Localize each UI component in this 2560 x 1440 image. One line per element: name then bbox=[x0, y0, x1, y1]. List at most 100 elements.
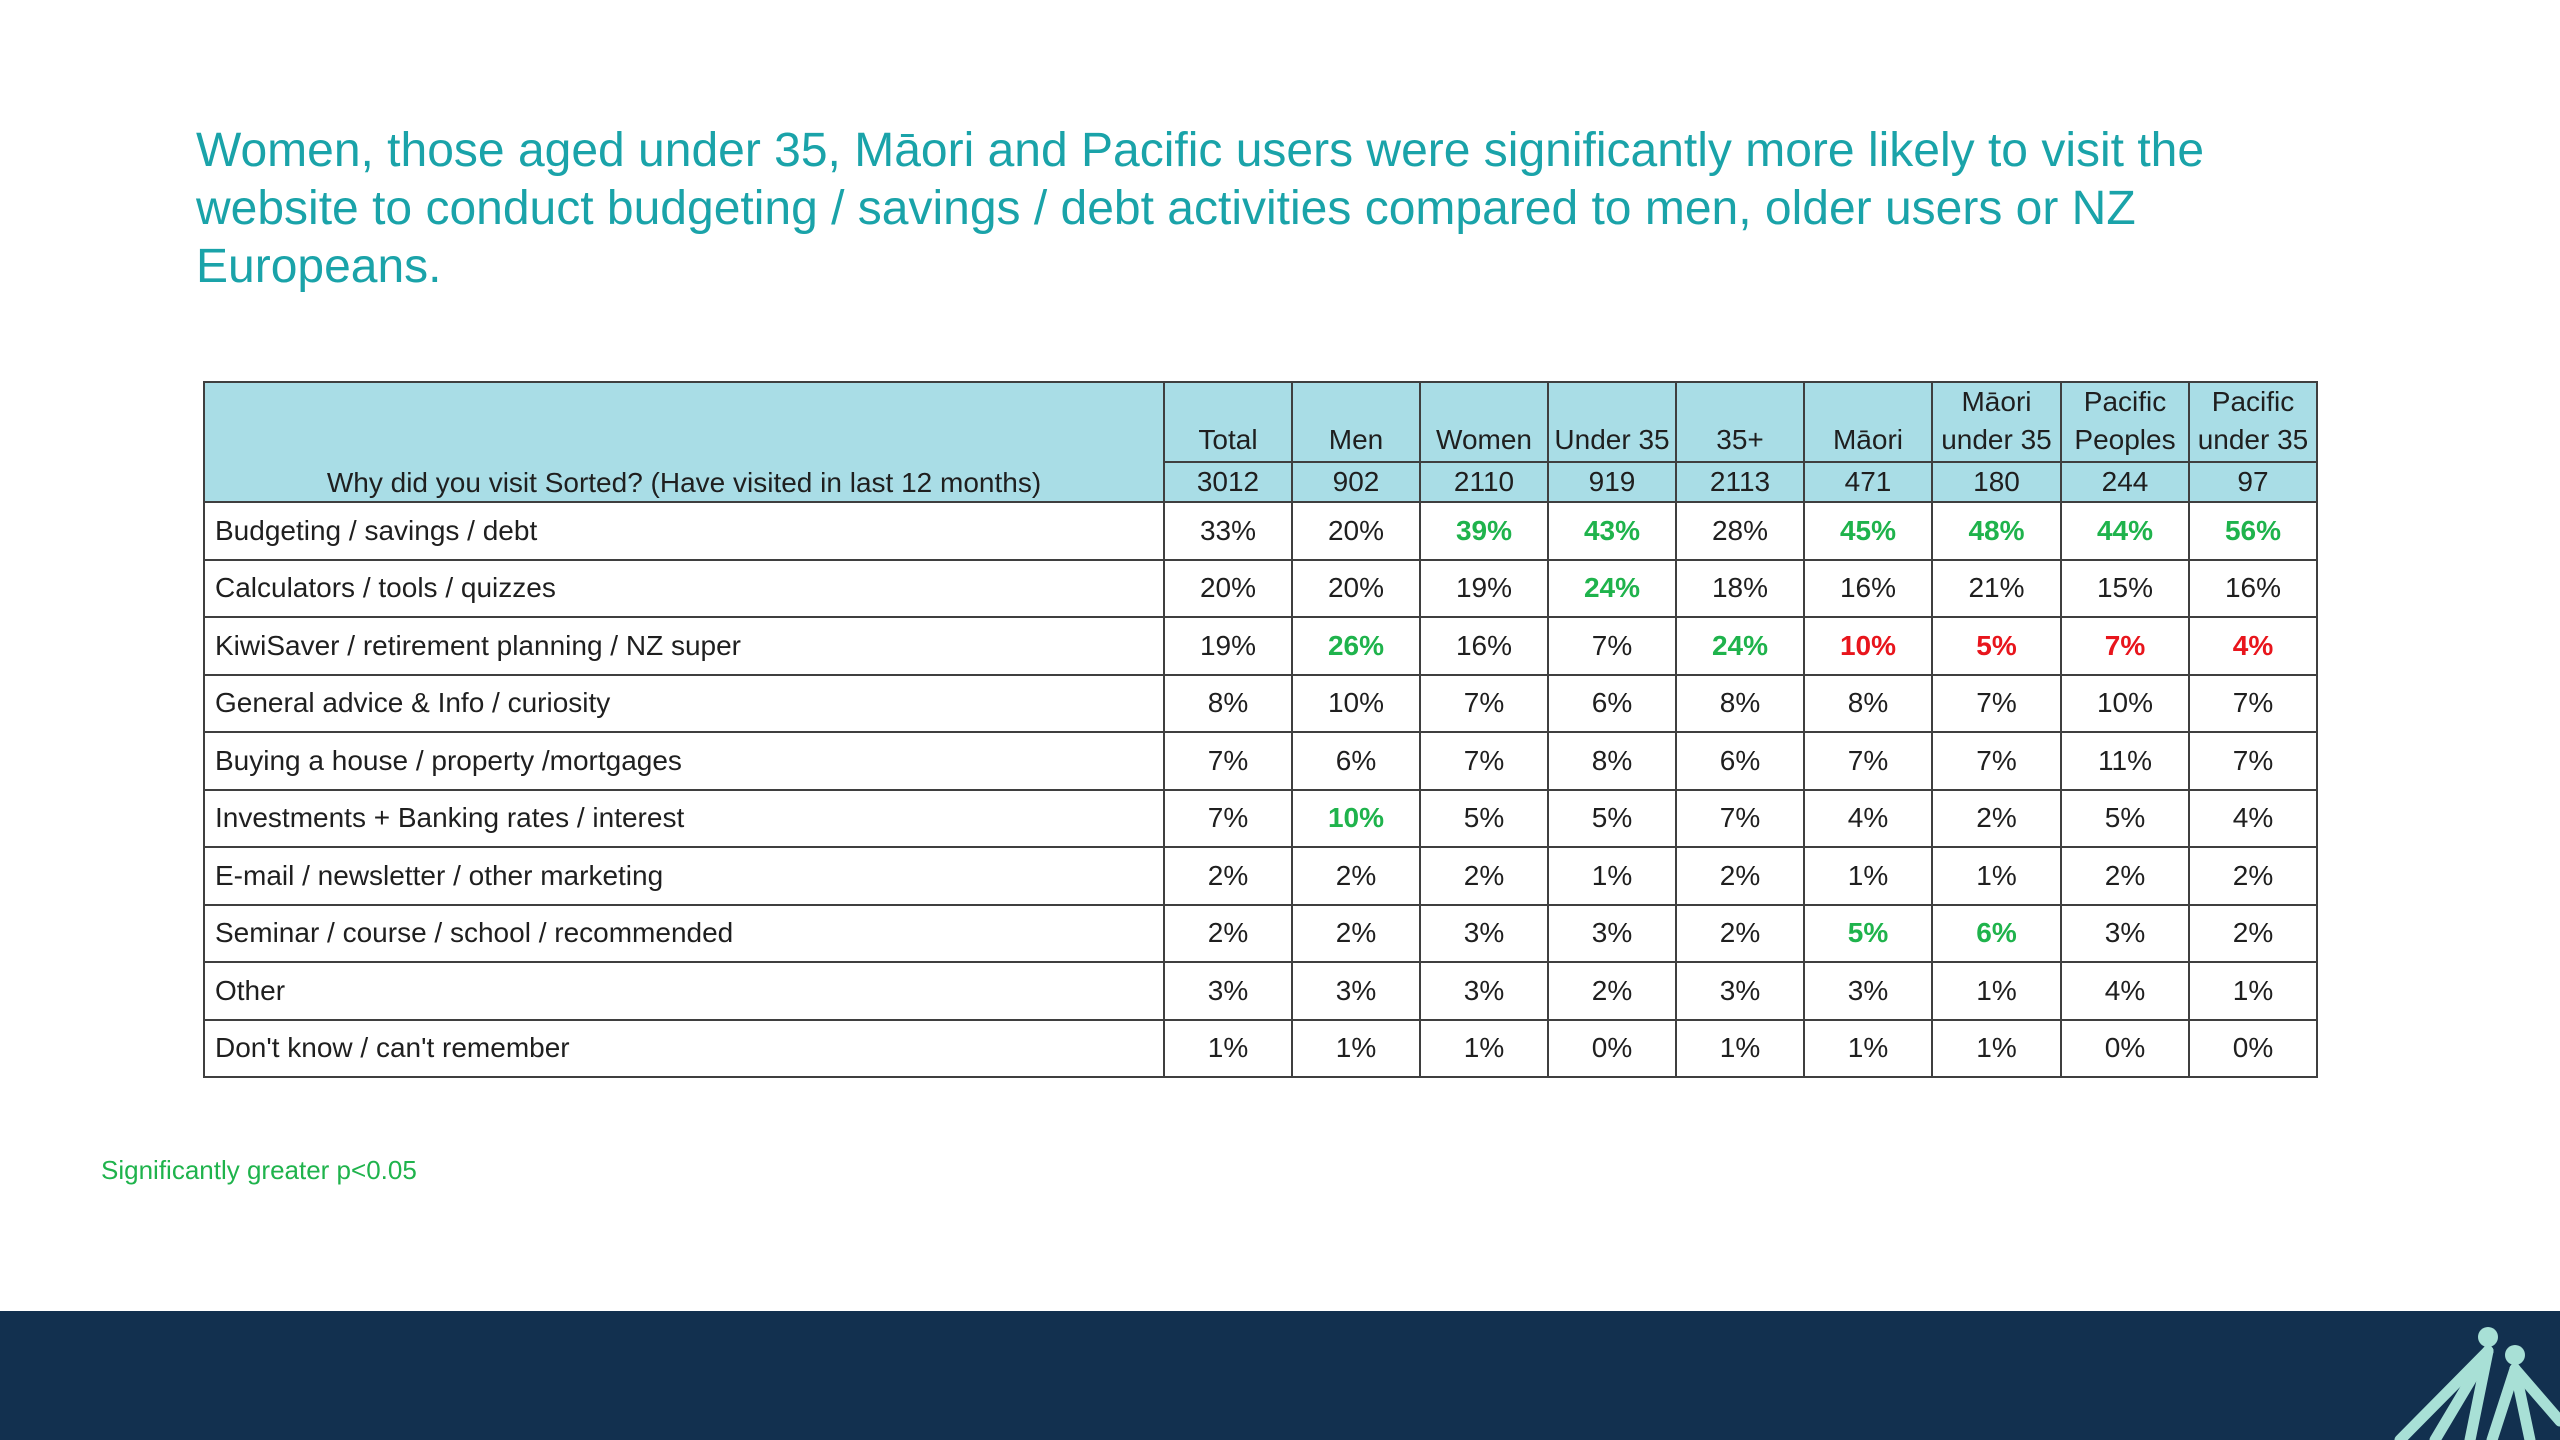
value-cell: 1% bbox=[2188, 961, 2318, 1021]
column-header: 35+ bbox=[1675, 381, 1805, 463]
value-cell: 3% bbox=[1675, 961, 1805, 1021]
value-cell: 1% bbox=[1163, 1018, 1293, 1078]
value-cell: 28% bbox=[1675, 501, 1805, 561]
value-cell: 7% bbox=[1803, 731, 1933, 791]
value-cell: 33% bbox=[1163, 501, 1293, 561]
column-header-line2: under 35 bbox=[1941, 424, 2052, 455]
row-label: Calculators / tools / quizzes bbox=[203, 558, 1165, 618]
value-cell: 1% bbox=[1931, 846, 2062, 906]
column-header: Māori under 35 bbox=[1931, 381, 2062, 463]
column-header-line2: Women bbox=[1436, 424, 1532, 455]
value-cell: 7% bbox=[1931, 731, 2062, 791]
slide-title: Women, those aged under 35, Māori and Pa… bbox=[196, 124, 2205, 293]
value-cell: 5% bbox=[1419, 788, 1549, 848]
value-cell: 7% bbox=[1931, 673, 2062, 733]
column-header-line2: Total bbox=[1198, 424, 1258, 455]
table-row: E-mail / newsletter / other marketing 2% 2… bbox=[203, 846, 2318, 906]
value-cell: 2% bbox=[1291, 846, 1421, 906]
value-cell: 7% bbox=[2188, 731, 2318, 791]
value-cell: 4% bbox=[2188, 616, 2318, 676]
value-cell: 10% bbox=[1291, 673, 1421, 733]
value-cell: 2% bbox=[1291, 903, 1421, 963]
value-cell: 2% bbox=[2188, 903, 2318, 963]
value-cell: 6% bbox=[1675, 731, 1805, 791]
column-header-line2: 35+ bbox=[1716, 424, 1764, 455]
value-cell: 26% bbox=[1291, 616, 1421, 676]
value-cell: 44% bbox=[2060, 501, 2190, 561]
value-cell: 8% bbox=[1803, 673, 1933, 733]
value-cell: 48% bbox=[1931, 501, 2062, 561]
row-label: Buying a house / property /mortgages bbox=[203, 731, 1165, 791]
row-label: Don't know / can't remember bbox=[203, 1018, 1165, 1078]
value-cell: 8% bbox=[1547, 731, 1677, 791]
value-cell: 2% bbox=[1163, 903, 1293, 963]
results-table: Total Men Women Under 35 35+ Māori Māori u… bbox=[203, 381, 2318, 1078]
value-cell: 7% bbox=[1547, 616, 1677, 676]
value-cell: 6% bbox=[1931, 903, 2062, 963]
column-header-line2: Māori bbox=[1832, 424, 1903, 455]
row-label: KiwiSaver / retirement planning / NZ sup… bbox=[203, 616, 1165, 676]
value-cell: 24% bbox=[1675, 616, 1805, 676]
base-size: 2110 bbox=[1419, 461, 1549, 503]
value-cell: 11% bbox=[2060, 731, 2190, 791]
row-label: Budgeting / savings / debt bbox=[203, 501, 1165, 561]
value-cell: 16% bbox=[2188, 558, 2318, 618]
value-cell: 24% bbox=[1547, 558, 1677, 618]
base-size: 244 bbox=[2060, 461, 2190, 503]
value-cell: 1% bbox=[1803, 846, 1933, 906]
base-size: 2113 bbox=[1675, 461, 1805, 503]
value-cell: 1% bbox=[1803, 1018, 1933, 1078]
table-row: Budgeting / savings / debt 33% 20% 39% 43% 28… bbox=[203, 501, 2318, 561]
value-cell: 2% bbox=[1675, 903, 1805, 963]
value-cell: 16% bbox=[1419, 616, 1549, 676]
column-header-line2: Under 35 bbox=[1554, 424, 1670, 455]
table-row: Investments + Banking rates / interest 7%… bbox=[203, 788, 2318, 848]
value-cell: 7% bbox=[1419, 731, 1549, 791]
value-cell: 3% bbox=[2060, 903, 2190, 963]
value-cell: 2% bbox=[1675, 846, 1805, 906]
logo-icon bbox=[2394, 1327, 2560, 1440]
value-cell: 10% bbox=[1291, 788, 1421, 848]
base-size: 3012 bbox=[1163, 461, 1293, 503]
value-cell: 8% bbox=[1163, 673, 1293, 733]
column-header: Total bbox=[1163, 381, 1293, 463]
value-cell: 10% bbox=[1803, 616, 1933, 676]
column-header-line1 bbox=[1549, 383, 1675, 421]
value-cell: 39% bbox=[1419, 501, 1549, 561]
table-row: Calculators / tools / quizzes 20% 20% 19% 24… bbox=[203, 558, 2318, 618]
significance-note: Significantly greater p<0.05 bbox=[101, 1155, 417, 1185]
value-cell: 3% bbox=[1419, 961, 1549, 1021]
value-cell: 2% bbox=[1163, 846, 1293, 906]
row-label: Investments + Banking rates / interest bbox=[203, 788, 1165, 848]
column-header: Pacific under 35 bbox=[2188, 381, 2318, 463]
value-cell: 1% bbox=[1419, 1018, 1549, 1078]
footer-band bbox=[0, 1311, 2560, 1440]
base-size: 919 bbox=[1547, 461, 1677, 503]
value-cell: 7% bbox=[1419, 673, 1549, 733]
row-label: General advice & Info / curiosity bbox=[203, 673, 1165, 733]
value-cell: 2% bbox=[1547, 961, 1677, 1021]
value-cell: 1% bbox=[1931, 1018, 2062, 1078]
value-cell: 1% bbox=[1675, 1018, 1805, 1078]
value-cell: 4% bbox=[2060, 961, 2190, 1021]
value-cell: 20% bbox=[1291, 501, 1421, 561]
value-cell: 18% bbox=[1675, 558, 1805, 618]
value-cell: 2% bbox=[2060, 846, 2190, 906]
table-row: KiwiSaver / retirement planning / NZ sup… bbox=[203, 616, 2318, 676]
column-header: Men bbox=[1291, 381, 1421, 463]
value-cell: 56% bbox=[2188, 501, 2318, 561]
question-header-top bbox=[203, 381, 1165, 462]
value-cell: 5% bbox=[1803, 903, 1933, 963]
value-cell: 7% bbox=[1163, 731, 1293, 791]
table-row: Seminar / course / school / recommended 2… bbox=[203, 903, 2318, 963]
value-cell: 4% bbox=[2188, 788, 2318, 848]
table-row: Other 3% 3% 3% 2% 3% 3% 1% 4% 1% bbox=[203, 961, 2318, 1021]
base-size: 97 bbox=[2188, 461, 2318, 503]
value-cell: 1% bbox=[1291, 1018, 1421, 1078]
row-label: E-mail / newsletter / other marketing bbox=[203, 846, 1165, 906]
value-cell: 6% bbox=[1547, 673, 1677, 733]
value-cell: 7% bbox=[2060, 616, 2190, 676]
value-cell: 19% bbox=[1419, 558, 1549, 618]
value-cell: 1% bbox=[1547, 846, 1677, 906]
value-cell: 21% bbox=[1931, 558, 2062, 618]
